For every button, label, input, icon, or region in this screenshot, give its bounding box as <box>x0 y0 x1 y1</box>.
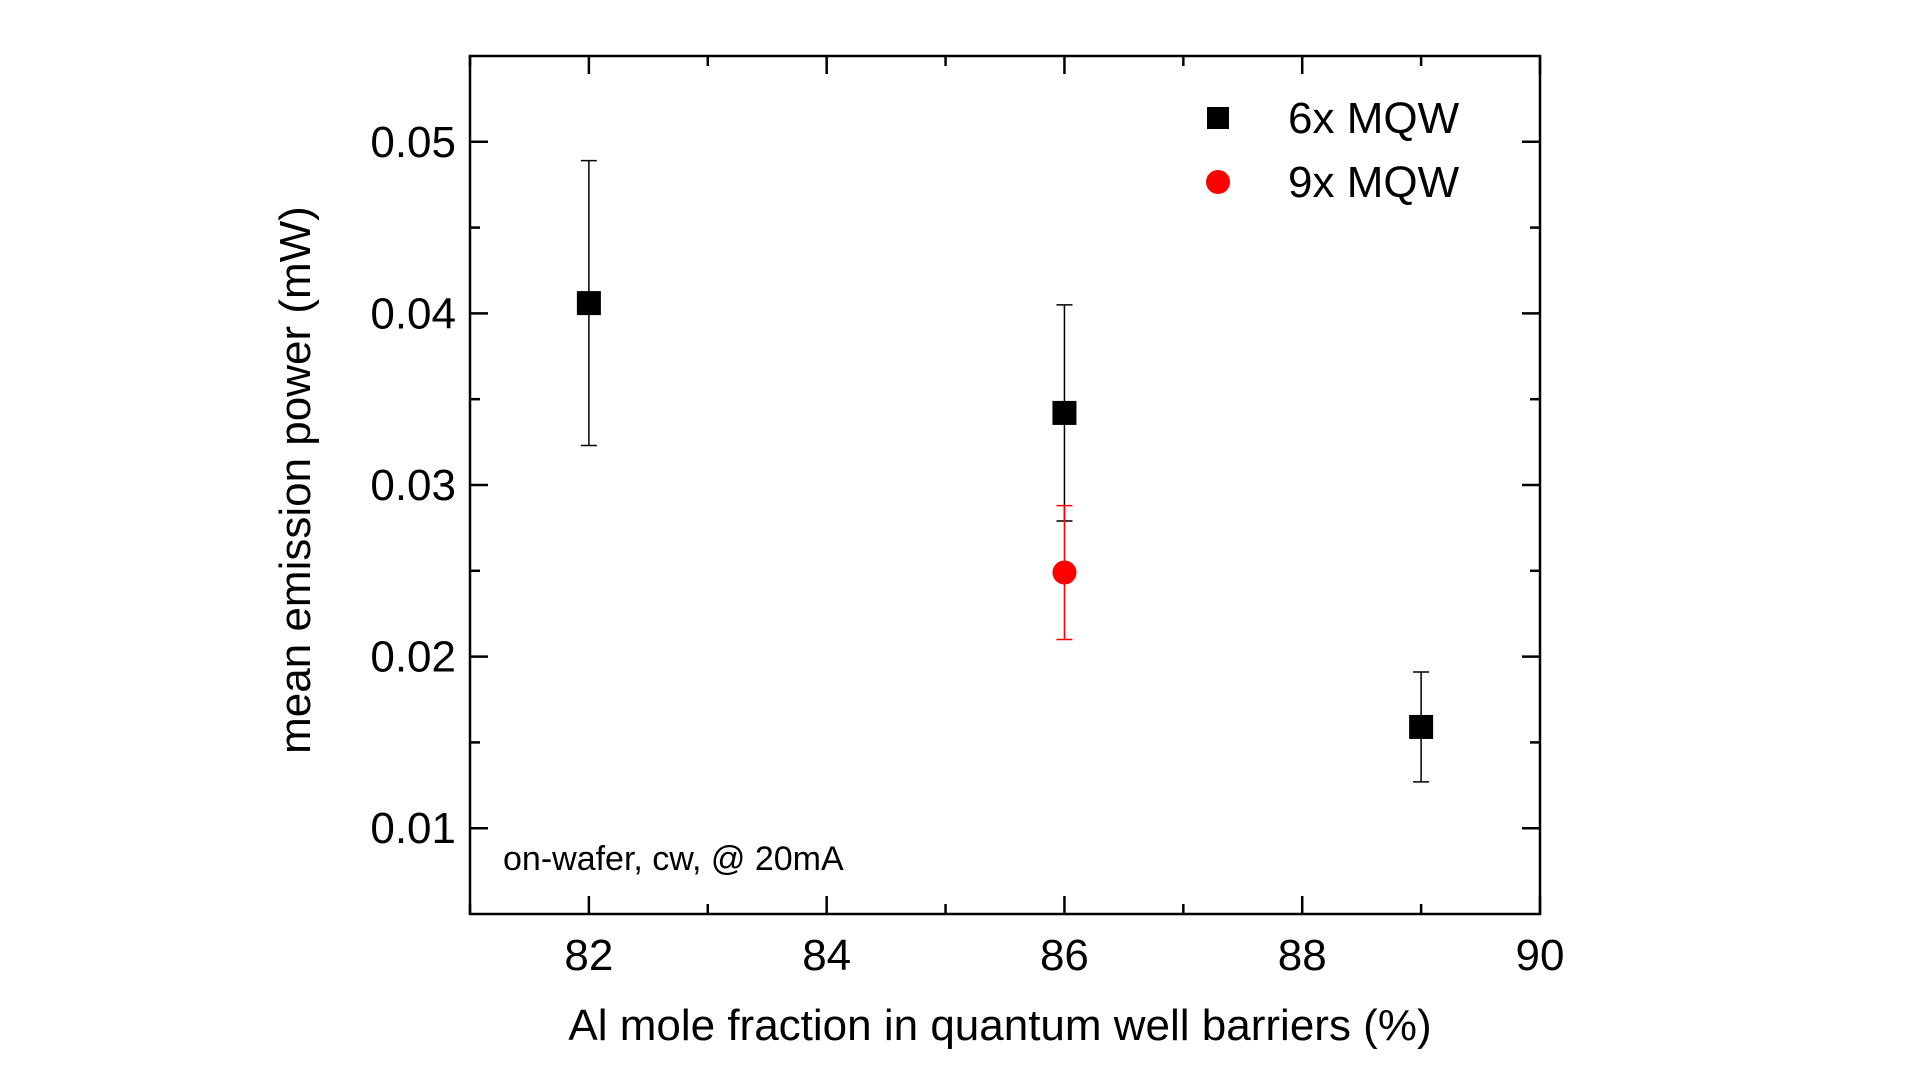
x-axis-ticks: 82 84 86 88 90 <box>468 56 1565 980</box>
chart-annotation: on-wafer, cw, @ 20mA <box>503 840 844 878</box>
legend: 6x MQW 9x MQW <box>1206 94 1460 207</box>
legend-marker-square <box>1207 107 1229 129</box>
legend-marker-circle <box>1206 170 1230 194</box>
data-point-square <box>1409 714 1434 739</box>
y-tick-label: 0.03 <box>370 461 456 510</box>
y-tick-label: 0.04 <box>370 289 456 338</box>
y-tick-label: 0.01 <box>370 804 456 853</box>
y-tick-label: 0.02 <box>370 633 456 682</box>
data-point-square <box>576 291 601 316</box>
x-tick-label: 84 <box>802 931 851 980</box>
data-point-square <box>1052 400 1077 425</box>
y-axis-ticks: 0.01 0.02 0.03 0.04 0.05 <box>370 118 1540 853</box>
x-tick-label: 88 <box>1278 931 1327 980</box>
x-tick-label: 90 <box>1516 931 1565 980</box>
x-tick-label: 86 <box>1040 931 1089 980</box>
data-markers <box>576 159 1434 783</box>
legend-label: 9x MQW <box>1288 158 1460 207</box>
x-axis-title: Al mole fraction in quantum well barrier… <box>568 1001 1431 1050</box>
x-tick-label: 82 <box>564 931 613 980</box>
y-tick-label: 0.05 <box>370 118 456 167</box>
legend-label: 6x MQW <box>1288 94 1460 143</box>
data-point-circle <box>1052 560 1077 585</box>
y-axis-title: mean emission power (mW) <box>271 206 320 754</box>
